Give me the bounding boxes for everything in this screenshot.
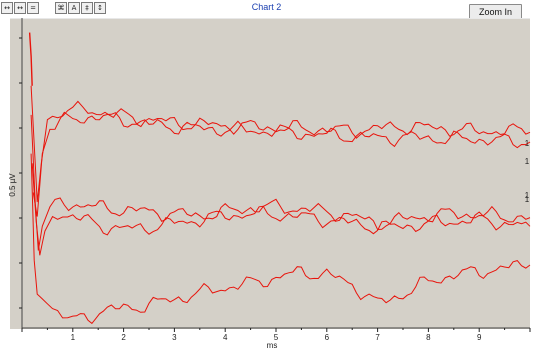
toolbar-mid-group: ⌘ A ‡ ↕	[55, 2, 106, 14]
autoscale-button[interactable]: A	[68, 2, 80, 14]
x-tick-label: 7	[375, 333, 380, 342]
stimulus-artifact	[28, 32, 33, 86]
x-tick-label: 5	[274, 333, 279, 342]
zoom-x-out-button[interactable]: ↔	[14, 2, 26, 14]
y-axis-label: 0.5 µV	[8, 173, 17, 197]
traces	[28, 32, 531, 325]
series-end-label: 1	[525, 139, 530, 148]
x-tick-label: 8	[426, 333, 431, 342]
x-tick-label: 2	[121, 333, 126, 342]
series-end-label: 1	[525, 157, 530, 166]
y-axis	[19, 18, 23, 328]
zoom-y-in-button[interactable]: ‡	[81, 2, 93, 14]
plot-area[interactable]	[10, 18, 530, 329]
x-tick-label: 1	[71, 333, 76, 342]
trace-5	[30, 153, 531, 325]
trace-4	[31, 163, 531, 256]
series-end-label: 1	[525, 191, 530, 200]
toolbar-left-group: ↔ ↔ =	[1, 2, 39, 14]
zoom-y-out-button[interactable]: ↕	[94, 2, 106, 14]
series-end-label: 1	[525, 195, 530, 204]
zoom-x-in-button[interactable]: ↔	[1, 2, 13, 14]
x-tick-label: 4	[223, 333, 228, 342]
cursor-mode-button[interactable]: ⌘	[55, 2, 67, 14]
fit-x-button[interactable]: =	[27, 2, 39, 14]
x-axis: 1 2 3 4 5 6 7 8 9	[21, 327, 531, 342]
x-tick-label: 3	[172, 333, 177, 342]
x-tick-label: 9	[477, 333, 482, 342]
chart-title: Chart 2	[251, 2, 282, 12]
x-tick-label: 6	[325, 333, 330, 342]
trace-3	[30, 114, 531, 251]
trace-2	[32, 111, 531, 217]
trace-1	[30, 85, 531, 203]
x-axis-label: ms	[267, 341, 278, 349]
chart-toolbar: ↔ ↔ = ⌘ A ‡ ↕ Chart 2 Zoom In	[0, 0, 533, 20]
